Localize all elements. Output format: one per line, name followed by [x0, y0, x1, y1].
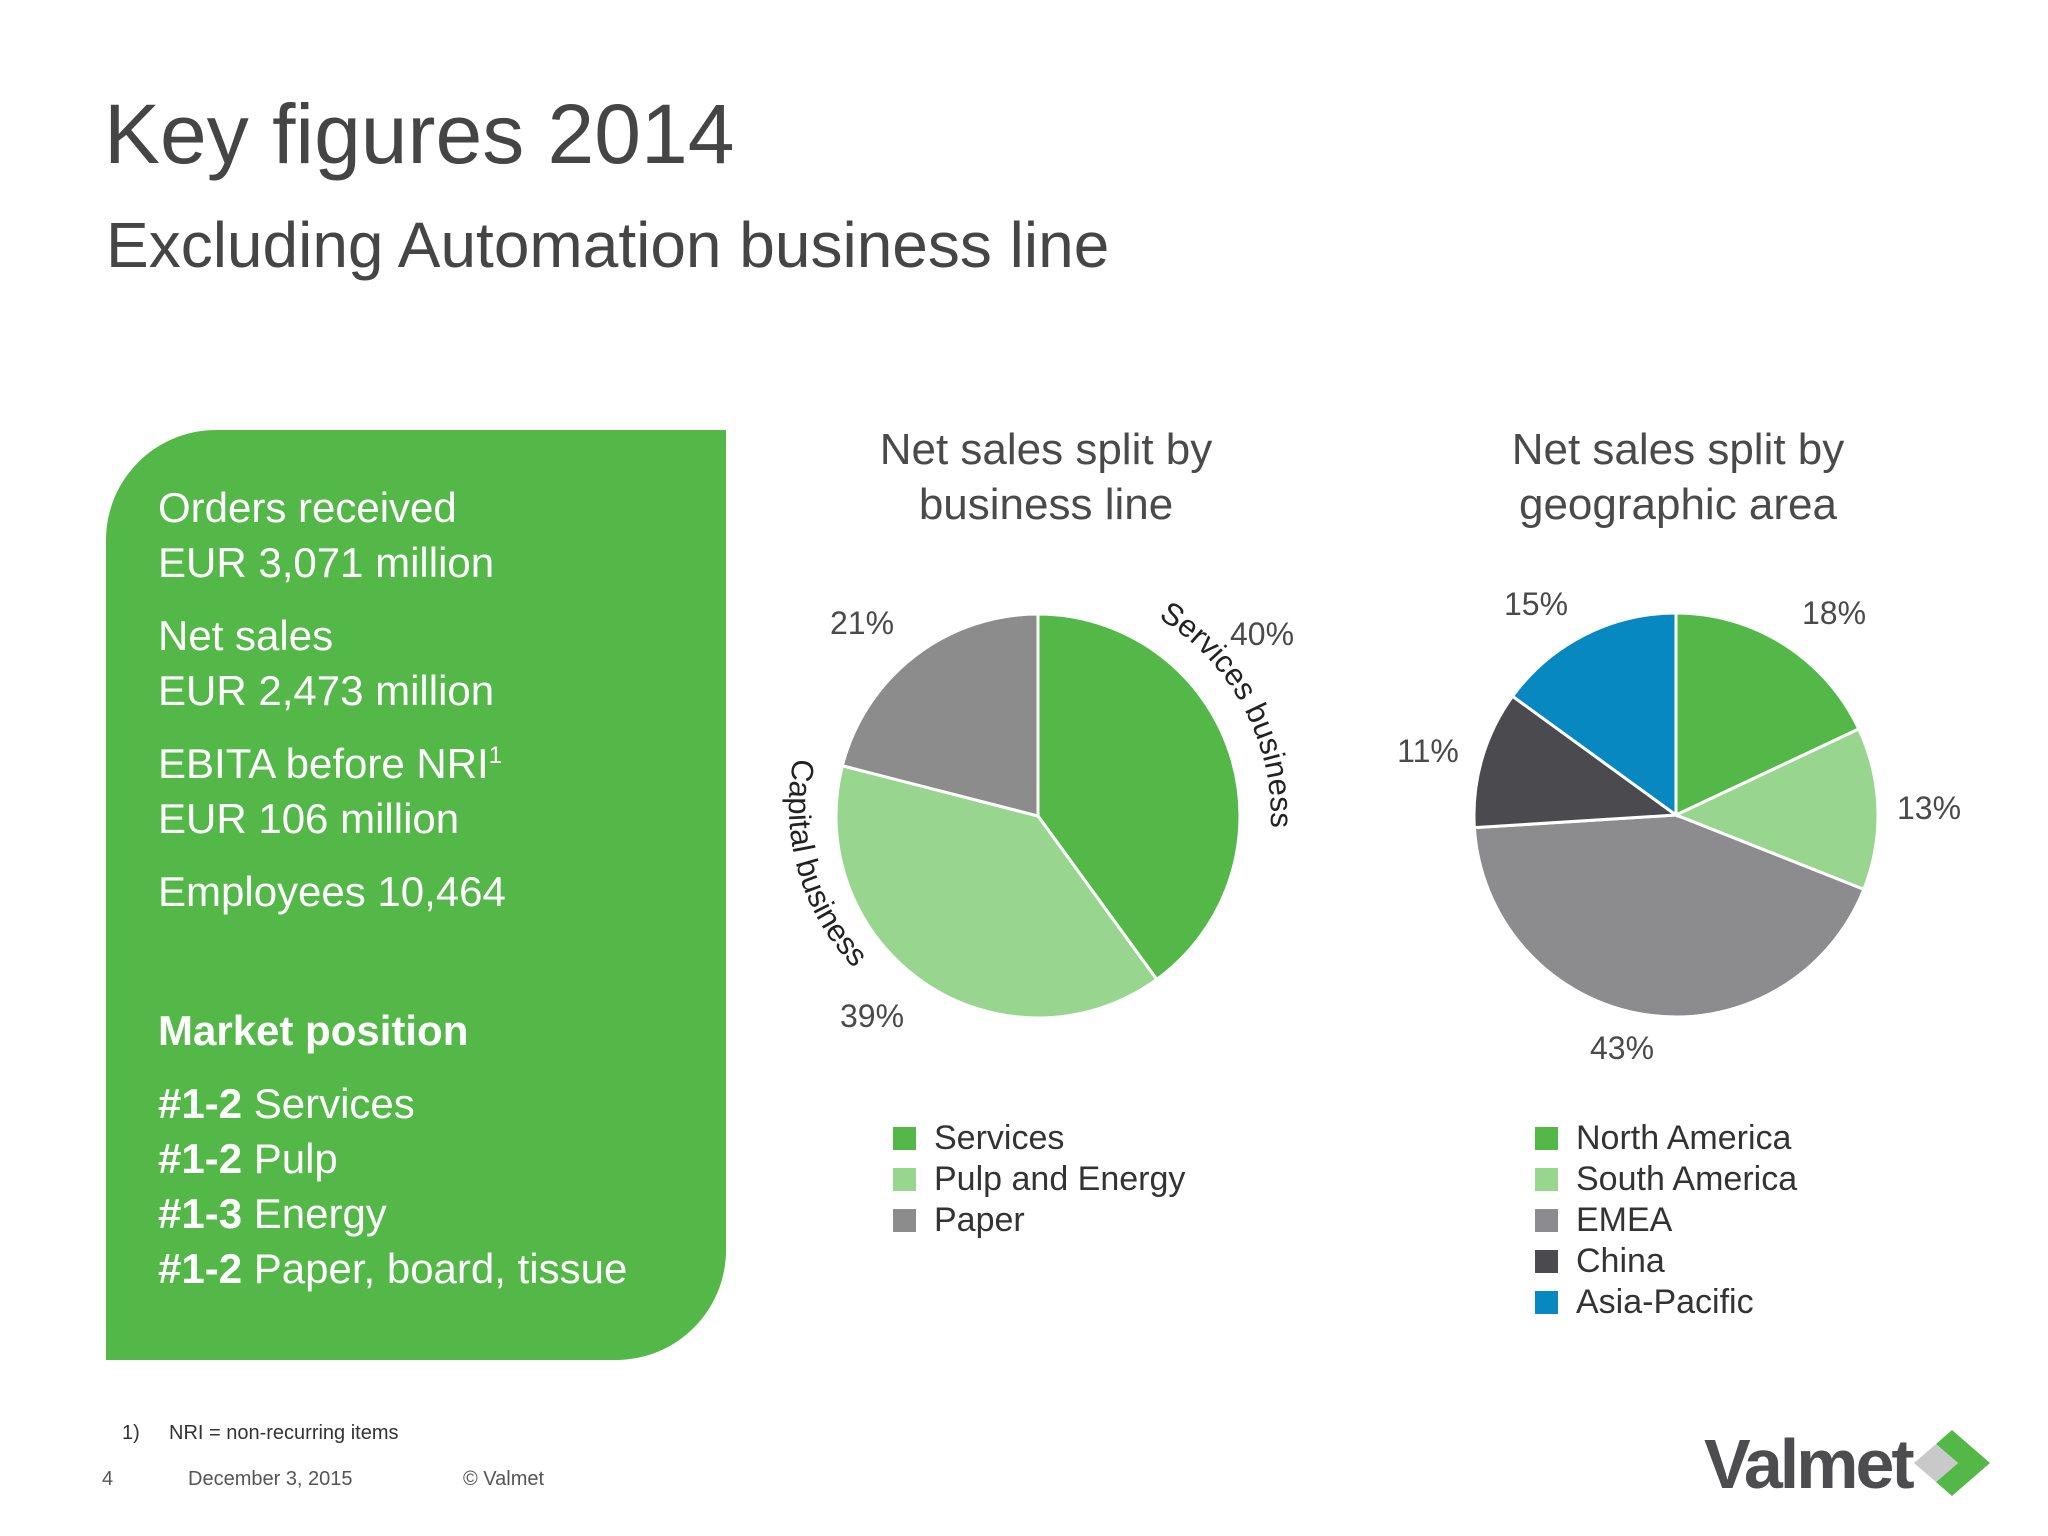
- market-segment: Services: [242, 1080, 415, 1127]
- pie-slice-paper: [840, 612, 1040, 818]
- chart-title-line: geographic area: [1518, 480, 1837, 529]
- legend-label: Asia-Pacific: [1576, 1283, 1754, 1321]
- footer-date: December 3, 2015: [188, 1468, 353, 1490]
- pie-label-pulp-and-energy: 39%: [840, 998, 904, 1034]
- legend-label: North America: [1576, 1119, 1792, 1157]
- legend-item-asia-pacific: Asia-Pacific: [1535, 1282, 1797, 1323]
- pie-label-north-america: 18%: [1802, 595, 1866, 631]
- market-position-item: #1-2 Paper, board, tissue: [158, 1241, 627, 1296]
- market-rank: #1-3: [158, 1190, 243, 1237]
- legend-label: China: [1576, 1242, 1665, 1280]
- logo-diamond-icon: [1914, 1444, 1958, 1482]
- pie-chart-business-line: 40% 39% 21%: [830, 605, 1294, 1034]
- market-position-item: #1-2 Services: [158, 1076, 415, 1131]
- logo-wordmark: Valmet: [1704, 1425, 1914, 1503]
- market-position-item: #1-3 Energy: [158, 1186, 387, 1241]
- page-subtitle: Excluding Automation business line: [106, 209, 1110, 281]
- market-position-item: #1-2 Pulp: [158, 1131, 338, 1186]
- market-rank: #1-2: [158, 1080, 243, 1127]
- pie-slice-emea: [1472, 813, 1866, 1019]
- chart-title-line: business line: [918, 480, 1174, 529]
- employees: Employees 10,464: [158, 868, 506, 915]
- ebita-value: EUR 106 million: [158, 795, 460, 842]
- ebita-label: EBITA before NRI1: [158, 736, 502, 791]
- pie-label-asia-pacific: 15%: [1504, 586, 1568, 622]
- pie-chart-geographic-area: 18% 13% 43% 11% 15%: [1397, 586, 1961, 1066]
- page-number: 4: [102, 1468, 114, 1490]
- valmet-logo: Valmet: [1704, 1425, 1990, 1503]
- footer-copyright: © Valmet: [463, 1468, 545, 1490]
- legend-business-line: Services Pulp and Energy Paper: [893, 1118, 1185, 1241]
- net-sales-label: Net sales: [158, 612, 334, 659]
- legend-label: Paper: [934, 1201, 1025, 1239]
- pie-slice-services: [1036, 612, 1242, 982]
- legend-swatch: [1535, 1168, 1558, 1191]
- legend-item-north-america: North America: [1535, 1118, 1797, 1159]
- pie-slice-pulp-and-energy: [834, 763, 1159, 1020]
- legend-label: South America: [1576, 1160, 1798, 1198]
- chart-business-title: Net sales split by business line: [746, 422, 1346, 532]
- page-title: Key figures 2014: [104, 87, 735, 181]
- legend-label: Pulp and Energy: [934, 1160, 1186, 1198]
- market-rank: #1-2: [158, 1245, 243, 1292]
- ebita-label-text: EBITA before NRI: [158, 740, 489, 787]
- legend-geographic-area: North America South America EMEA China A…: [1535, 1118, 1797, 1323]
- legend-item-china: China: [1535, 1241, 1797, 1282]
- legend-label: Services: [934, 1119, 1065, 1157]
- pie-slice-china: [1472, 694, 1681, 830]
- pie-slice-south-america: [1672, 726, 1880, 892]
- pie-label-south-america: 13%: [1897, 790, 1961, 826]
- key-figures-panel: Orders received EUR 3,071 million Net sa…: [106, 430, 726, 1360]
- pie-label-services: 40%: [1230, 616, 1294, 652]
- market-rank: #1-2: [158, 1135, 243, 1182]
- legend-item-paper: Paper: [893, 1200, 1185, 1241]
- legend-swatch: [1535, 1250, 1558, 1273]
- net-sales-value: EUR 2,473 million: [158, 667, 495, 714]
- legend-swatch: [893, 1127, 916, 1150]
- legend-swatch: [1535, 1127, 1558, 1150]
- footnote-number: 1): [122, 1422, 140, 1444]
- chart-geo-title: Net sales split by geographic area: [1378, 422, 1978, 532]
- market-position-heading: Market position: [158, 1007, 469, 1054]
- market-segment: Paper, board, tissue: [242, 1245, 628, 1292]
- legend-label: EMEA: [1576, 1201, 1673, 1239]
- chart-title-line: Net sales split by: [879, 425, 1213, 474]
- pie-label-emea: 43%: [1590, 1030, 1654, 1066]
- chart-title-line: Net sales split by: [1511, 425, 1845, 474]
- legend-swatch: [893, 1168, 916, 1191]
- legend-item-south-america: South America: [1535, 1159, 1797, 1200]
- pie-label-china: 11%: [1397, 733, 1459, 769]
- ebita-footnote-marker: 1: [488, 742, 503, 769]
- legend-item-pulp-energy: Pulp and Energy: [893, 1159, 1185, 1200]
- pie-label-paper: 21%: [830, 605, 894, 641]
- footnote-text: NRI = non-recurring items: [169, 1422, 399, 1444]
- pie-slice-asia-pacific: [1510, 611, 1678, 818]
- legend-swatch: [1535, 1291, 1558, 1314]
- legend-item-emea: EMEA: [1535, 1200, 1797, 1241]
- logo-chevron-icon: [1936, 1430, 1990, 1496]
- legend-swatch: [1535, 1209, 1558, 1232]
- market-segment: Energy: [242, 1190, 387, 1237]
- legend-swatch: [893, 1209, 916, 1232]
- orders-received-value: EUR 3,071 million: [158, 539, 495, 586]
- pie-slice-north-america: [1674, 611, 1861, 818]
- legend-item-services: Services: [893, 1118, 1185, 1159]
- orders-received-label: Orders received: [158, 484, 457, 531]
- market-segment: Pulp: [242, 1135, 338, 1182]
